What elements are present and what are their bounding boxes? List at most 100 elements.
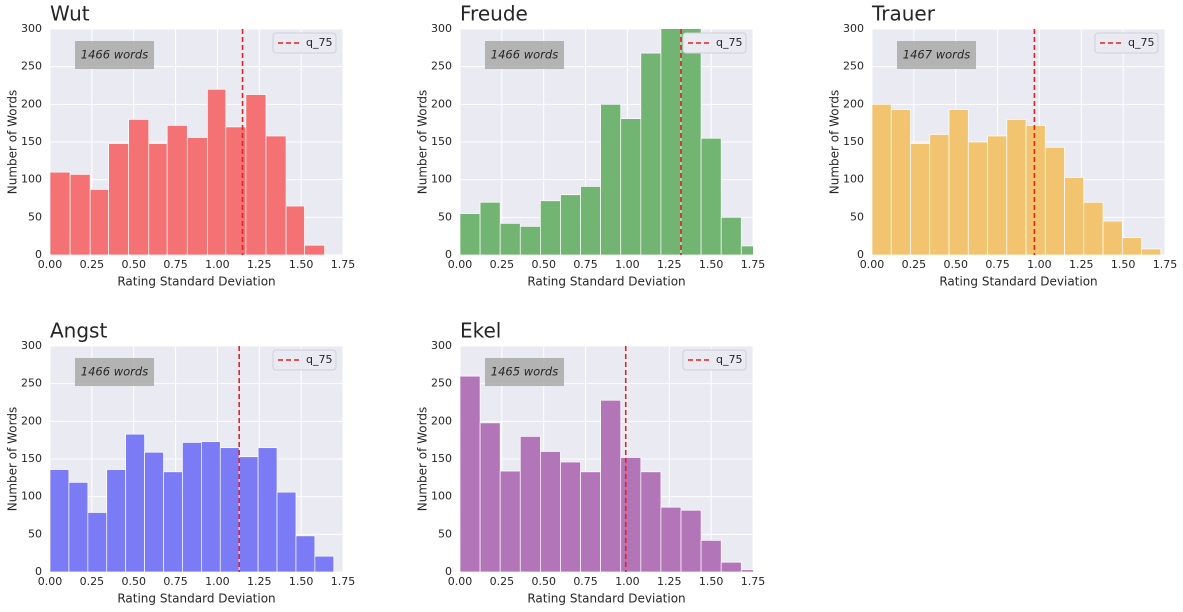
y-tick-label: 300 xyxy=(21,22,42,35)
bar xyxy=(640,52,662,255)
bar xyxy=(238,456,259,572)
x-tick-label: 0.25 xyxy=(80,575,105,588)
bar xyxy=(720,561,742,572)
annotation-box xyxy=(485,358,564,386)
bar xyxy=(314,555,335,572)
y-axis-label: Number of Words xyxy=(416,90,430,195)
bar xyxy=(499,470,521,572)
x-tick-label: 1.25 xyxy=(657,575,682,588)
y-axis-label: Number of Words xyxy=(6,90,20,195)
y-tick-label: 250 xyxy=(431,60,452,73)
annotation: 1466 words xyxy=(491,48,558,62)
bar xyxy=(600,399,622,572)
x-tick-label: 0.75 xyxy=(573,575,598,588)
bar xyxy=(479,201,501,255)
bar xyxy=(295,535,316,572)
panel: 0.00 0.25 0.50 0.75 1.00 1.25 1.50 1.75 0 50 100 15… xyxy=(828,2,1178,289)
bar xyxy=(910,143,931,255)
bar xyxy=(560,194,581,255)
bar xyxy=(700,137,722,255)
x-tick-label: 1.00 xyxy=(205,258,230,271)
bar xyxy=(948,109,969,255)
bar xyxy=(1044,146,1065,255)
y-tick-label: 250 xyxy=(21,60,42,73)
bar xyxy=(660,506,682,572)
bar xyxy=(163,471,183,572)
bars xyxy=(50,433,335,572)
y-tick-label: 250 xyxy=(431,377,452,390)
y-tick-label: 150 xyxy=(21,452,42,465)
bars xyxy=(50,88,325,255)
bar xyxy=(148,143,168,255)
x-tick-label: 0.50 xyxy=(121,575,146,588)
bar xyxy=(257,447,278,572)
bar xyxy=(890,109,911,255)
y-tick-label: 50 xyxy=(28,210,42,223)
y-axis-label: Number of Words xyxy=(416,407,430,512)
legend-label: q_75 xyxy=(306,353,332,366)
bar xyxy=(640,471,662,572)
bar xyxy=(460,375,481,572)
bar xyxy=(166,125,188,255)
y-tick-label: 300 xyxy=(431,339,452,352)
y-tick-label: 50 xyxy=(438,210,452,223)
bar xyxy=(87,512,108,572)
x-tick-label: 0.25 xyxy=(490,258,515,271)
x-axis-label: Rating Standard Deviation xyxy=(117,275,275,289)
legend-box xyxy=(682,32,747,54)
bar xyxy=(519,226,541,255)
x-tick-label: 1.75 xyxy=(741,258,766,271)
x-tick-label: 0.00 xyxy=(38,575,63,588)
legend-label: q_75 xyxy=(716,353,742,366)
bar xyxy=(219,447,240,572)
bar xyxy=(201,441,221,572)
x-tick-label: 1.25 xyxy=(247,258,272,271)
legend-box xyxy=(1094,32,1159,54)
bar xyxy=(499,223,521,255)
bar xyxy=(929,134,950,255)
x-axis-label: Rating Standard Deviation xyxy=(527,592,685,606)
bar xyxy=(125,433,145,572)
annotation-box xyxy=(75,41,154,69)
bar xyxy=(89,189,109,255)
bar xyxy=(50,469,70,572)
bar xyxy=(1121,237,1142,255)
y-tick-label: 150 xyxy=(431,452,452,465)
x-tick-label: 0.50 xyxy=(121,258,146,271)
x-tick-label: 1.50 xyxy=(699,258,724,271)
bar xyxy=(540,200,561,255)
bar xyxy=(1083,201,1104,255)
bars xyxy=(872,103,1162,255)
y-tick-label: 200 xyxy=(431,97,452,110)
y-tick-label: 100 xyxy=(843,173,864,186)
bar xyxy=(680,509,702,572)
bar xyxy=(560,461,581,572)
bar xyxy=(144,451,164,572)
bar xyxy=(580,471,601,572)
x-tick-label: 0.00 xyxy=(448,258,473,271)
x-tick-label: 0.00 xyxy=(38,258,63,271)
x-axis-label: Rating Standard Deviation xyxy=(117,592,275,606)
x-tick-label: 1.50 xyxy=(1111,258,1136,271)
bar xyxy=(265,135,287,255)
y-tick-label: 100 xyxy=(431,490,452,503)
x-tick-label: 1.25 xyxy=(657,258,682,271)
bar xyxy=(304,244,325,255)
y-tick-label: 200 xyxy=(21,97,42,110)
chart-title: Trauer xyxy=(871,2,936,26)
bar xyxy=(68,482,89,572)
bar xyxy=(276,491,297,572)
chart-title: Wut xyxy=(50,2,90,26)
bar xyxy=(128,119,150,255)
legend-label: q_75 xyxy=(1128,36,1154,49)
bar xyxy=(720,216,742,255)
y-tick-label: 300 xyxy=(21,339,42,352)
y-tick-label: 0 xyxy=(35,248,42,261)
bar xyxy=(1141,248,1162,255)
x-tick-label: 0.75 xyxy=(985,258,1010,271)
x-tick-label: 0.50 xyxy=(531,258,556,271)
x-axis-label: Rating Standard Deviation xyxy=(527,275,685,289)
x-tick-label: 0.25 xyxy=(902,258,927,271)
x-tick-label: 1.00 xyxy=(1027,258,1052,271)
y-tick-label: 150 xyxy=(843,135,864,148)
